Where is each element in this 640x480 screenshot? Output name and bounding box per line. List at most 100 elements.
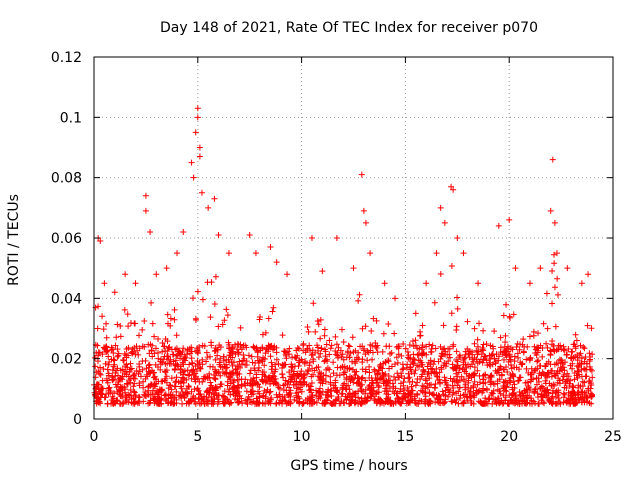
data-point — [292, 354, 299, 361]
data-point — [467, 363, 474, 370]
data-point — [302, 396, 309, 403]
data-point — [320, 375, 327, 382]
data-point — [312, 328, 319, 335]
data-point — [130, 383, 137, 390]
data-point — [482, 400, 489, 407]
data-point — [490, 387, 497, 394]
data-point — [286, 345, 293, 352]
data-point — [323, 341, 330, 348]
data-point — [577, 350, 584, 357]
data-point — [215, 231, 222, 238]
data-point — [308, 235, 315, 241]
data-point — [574, 368, 581, 375]
data-point — [99, 313, 106, 320]
data-point — [370, 315, 377, 322]
data-point — [388, 363, 395, 370]
data-point — [442, 387, 449, 394]
data-point — [91, 354, 98, 361]
data-point — [535, 357, 542, 364]
data-point — [395, 374, 402, 381]
data-point — [476, 320, 483, 327]
data-point — [267, 388, 274, 395]
data-point — [187, 350, 194, 357]
data-point — [364, 394, 371, 401]
data-point — [507, 345, 514, 352]
data-point — [507, 379, 514, 386]
data-point — [322, 348, 329, 355]
data-point — [504, 369, 511, 376]
data-point — [532, 385, 539, 392]
data-point — [217, 363, 224, 370]
data-point — [110, 363, 117, 370]
data-point — [404, 354, 411, 361]
data-point — [397, 385, 404, 392]
data-point — [136, 380, 143, 387]
data-point — [432, 384, 439, 391]
data-point — [270, 304, 277, 311]
data-point — [280, 362, 287, 369]
data-point — [97, 364, 104, 371]
data-point — [491, 355, 498, 362]
data-point — [439, 388, 446, 395]
data-point — [129, 346, 136, 353]
data-point — [199, 342, 206, 349]
data-point — [109, 366, 116, 373]
data-point — [346, 400, 353, 407]
data-point — [135, 351, 142, 358]
data-point — [155, 400, 162, 407]
data-point — [294, 371, 301, 378]
data-point — [374, 371, 381, 378]
data-point — [156, 395, 163, 402]
data-point — [450, 343, 457, 350]
data-point — [578, 396, 585, 403]
data-point — [523, 365, 530, 372]
data-point — [442, 351, 449, 358]
data-point — [500, 348, 507, 355]
data-point — [588, 325, 595, 332]
data-point — [155, 336, 162, 343]
data-point — [244, 396, 251, 403]
data-point — [549, 156, 556, 163]
data-point — [422, 396, 429, 403]
data-point — [212, 356, 219, 363]
data-point — [217, 372, 224, 379]
data-point — [399, 395, 406, 402]
data-point — [565, 397, 572, 404]
data-point — [414, 379, 421, 386]
data-point — [391, 361, 398, 368]
data-point — [550, 381, 557, 388]
data-point — [300, 340, 307, 347]
data-point — [453, 348, 460, 355]
data-point — [563, 376, 570, 383]
data-point — [195, 390, 202, 397]
data-point — [105, 385, 112, 392]
data-point — [180, 228, 187, 235]
data-point — [531, 388, 538, 395]
data-point — [253, 395, 260, 402]
data-point — [470, 384, 477, 391]
data-point — [526, 280, 533, 287]
data-point — [471, 364, 478, 371]
data-point — [177, 383, 184, 390]
data-point — [555, 389, 562, 396]
data-point — [282, 381, 289, 388]
data-point — [486, 352, 493, 359]
data-point — [163, 353, 170, 360]
data-point — [149, 353, 156, 360]
data-point — [97, 238, 104, 245]
data-point — [96, 349, 103, 356]
data-point — [582, 391, 589, 398]
data-point — [565, 345, 572, 352]
data-point — [344, 348, 351, 355]
data-point — [192, 376, 199, 383]
data-point — [127, 366, 134, 373]
data-point — [360, 207, 367, 214]
data-point — [219, 321, 226, 328]
data-point — [476, 358, 483, 365]
data-point — [437, 271, 444, 278]
data-point — [305, 328, 312, 335]
data-point — [149, 367, 156, 374]
data-point — [556, 377, 563, 384]
data-point — [374, 342, 381, 349]
data-point — [379, 348, 386, 355]
